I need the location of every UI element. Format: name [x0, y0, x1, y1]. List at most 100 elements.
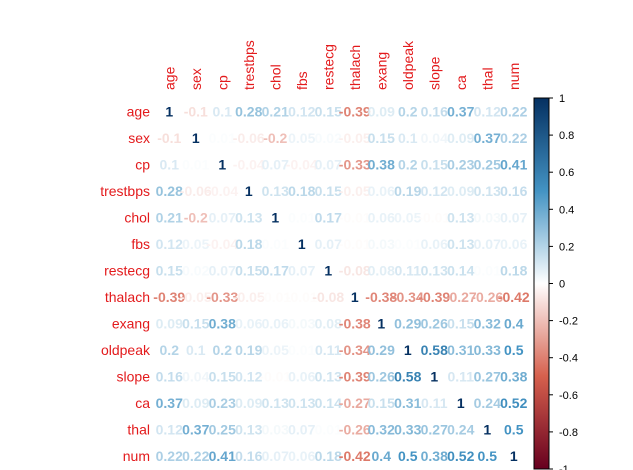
corr-value-trestbps-slope: 0.12: [421, 183, 448, 199]
corr-value-slope-fbs: 0.06: [288, 368, 315, 384]
corr-value-restecg-thal: 0.01: [474, 262, 501, 278]
corr-value-cp-trestbps: -0.04: [233, 156, 265, 172]
corr-value-trestbps-thal: 0.13: [474, 183, 501, 199]
corr-value-ca-slope: 0.11: [421, 395, 448, 411]
corr-value-thal-chol: 0.03: [262, 421, 289, 437]
corr-value-fbs-cp: -0.04: [206, 236, 238, 252]
corr-value-slope-thalach: -0.39: [339, 368, 371, 384]
corr-value-sex-thal: 0.37: [474, 130, 501, 146]
column-label-sex: sex: [188, 68, 204, 90]
corr-value-restecg-cp: 0.07: [209, 262, 236, 278]
corr-value-num-chol: 0.07: [262, 448, 289, 464]
corr-value-thal-restecg: 0.01: [315, 421, 342, 437]
column-label-slope: slope: [426, 56, 442, 90]
row-label-oldpeak: oldpeak: [101, 342, 151, 358]
corr-value-oldpeak-chol: 0.05: [262, 342, 289, 358]
corr-value-trestbps-sex: -0.06: [180, 183, 212, 199]
corr-value-num-sex: 0.22: [182, 448, 209, 464]
column-label-num: num: [506, 63, 522, 90]
corr-value-ca-cp: 0.23: [209, 395, 236, 411]
corr-value-ca-thalach: -0.27: [339, 395, 371, 411]
corr-value-exang-slope: 0.26: [421, 315, 448, 331]
corr-value-fbs-fbs: 1: [298, 236, 306, 252]
column-label-trestbps: trestbps: [241, 40, 257, 90]
corr-value-num-thal: 0.5: [478, 448, 498, 464]
corr-value-age-chol: 0.21: [262, 103, 289, 119]
corr-value-cp-ca: 0.23: [447, 156, 474, 172]
colorbar-tick-label: 0.6: [559, 167, 574, 179]
corr-value-cp-sex: 0.01: [182, 156, 209, 172]
corr-value-age-trestbps: 0.28: [235, 103, 262, 119]
corr-value-slope-age: 0.16: [156, 368, 183, 384]
column-label-cp: cp: [214, 75, 230, 90]
corr-value-exang-age: 0.09: [156, 315, 183, 331]
corr-value-oldpeak-restecg: 0.11: [315, 342, 342, 358]
corr-value-oldpeak-trestbps: 0.19: [235, 342, 262, 358]
corr-value-ca-oldpeak: 0.31: [394, 395, 421, 411]
corr-value-oldpeak-exang: 0.29: [368, 342, 395, 358]
corr-value-num-thalach: -0.42: [339, 448, 371, 464]
corr-value-fbs-restecg: 0.07: [315, 236, 342, 252]
colorbar: [533, 97, 550, 470]
corr-value-exang-fbs: 0.03: [288, 315, 315, 331]
corr-value-slope-sex: 0.04: [182, 368, 209, 384]
corr-value-thal-sex: 0.37: [182, 421, 209, 437]
corr-value-sex-num: 0.22: [500, 130, 527, 146]
corr-value-sex-ca: 0.09: [447, 130, 474, 146]
corr-value-num-trestbps: 0.16: [235, 448, 262, 464]
corr-value-thalach-chol: -0.01: [259, 289, 291, 305]
corr-value-fbs-exang: 0.03: [368, 236, 395, 252]
corr-value-fbs-thalach: -0.01: [339, 236, 371, 252]
corr-value-num-num: 1: [510, 448, 518, 464]
corr-value-cp-chol: 0.07: [262, 156, 289, 172]
corr-value-exang-chol: 0.06: [262, 315, 289, 331]
corr-value-thal-cp: 0.25: [209, 421, 236, 437]
corr-value-num-exang: 0.4: [372, 448, 392, 464]
corr-value-thal-thalach: -0.26: [339, 421, 371, 437]
corr-value-thalach-thal: -0.26: [471, 289, 503, 305]
corr-value-cp-thal: 0.25: [474, 156, 501, 172]
corr-value-sex-fbs: 0.05: [288, 130, 315, 146]
corr-value-thalach-sex: -0.05: [180, 289, 212, 305]
corr-value-fbs-thal: 0.07: [474, 236, 501, 252]
colorbar-tick-label: -1: [559, 464, 569, 470]
row-label-restecg: restecg: [104, 262, 150, 278]
colorbar-tick-label: 0: [559, 279, 565, 291]
corr-value-thal-exang: 0.32: [368, 421, 395, 437]
corr-value-age-sex: -0.1: [184, 103, 208, 119]
corr-value-age-num: 0.22: [500, 103, 527, 119]
corr-value-slope-restecg: 0.13: [315, 368, 342, 384]
corr-value-restecg-fbs: 0.07: [288, 262, 315, 278]
corr-value-age-cp: 0.1: [213, 103, 233, 119]
row-label-ca: ca: [135, 395, 150, 411]
corr-value-num-oldpeak: 0.5: [398, 448, 418, 464]
corr-value-exang-sex: 0.15: [182, 315, 209, 331]
corr-value-slope-chol: -0.01: [259, 368, 291, 384]
corr-value-restecg-slope: 0.13: [421, 262, 448, 278]
row-label-exang: exang: [112, 315, 150, 331]
corr-value-oldpeak-oldpeak: 1: [404, 342, 412, 358]
corr-value-oldpeak-ca: 0.31: [447, 342, 474, 358]
corr-value-oldpeak-slope: 0.58: [421, 342, 448, 358]
corr-value-chol-thalach: -0.01: [339, 209, 371, 225]
corr-value-ca-exang: 0.15: [368, 395, 395, 411]
row-label-thal: thal: [127, 421, 150, 437]
corr-value-thal-num: 0.5: [504, 421, 524, 437]
corr-value-num-ca: 0.52: [447, 448, 474, 464]
corr-value-ca-fbs: 0.13: [288, 395, 315, 411]
column-label-age: age: [161, 66, 177, 90]
corr-value-ca-trestbps: 0.09: [235, 395, 262, 411]
corr-value-thal-slope: 0.27: [421, 421, 448, 437]
corr-value-trestbps-num: 0.16: [500, 183, 527, 199]
corr-value-thalach-age: -0.39: [153, 289, 185, 305]
corr-value-cp-exang: 0.38: [368, 156, 395, 172]
corr-value-slope-ca: 0.11: [448, 368, 475, 384]
corr-value-oldpeak-thal: 0.33: [474, 342, 501, 358]
corr-value-sex-exang: 0.15: [368, 130, 395, 146]
corr-value-chol-num: 0.07: [500, 209, 527, 225]
corr-value-age-age: 1: [165, 103, 173, 119]
corr-value-thal-fbs: 0.07: [288, 421, 315, 437]
corr-value-slope-thal: 0.27: [474, 368, 501, 384]
corr-value-exang-cp: 0.38: [209, 315, 236, 331]
